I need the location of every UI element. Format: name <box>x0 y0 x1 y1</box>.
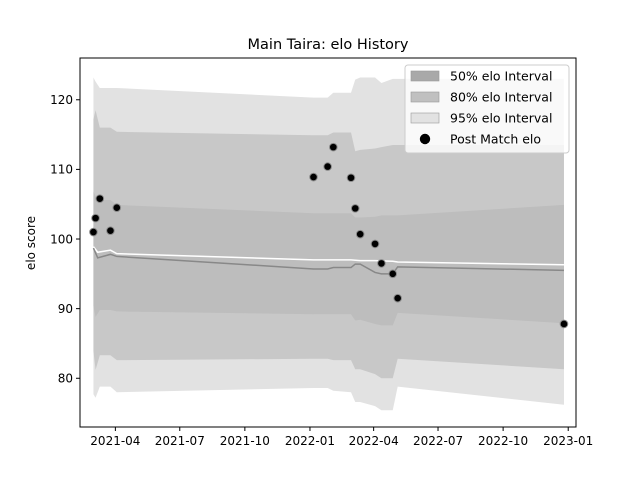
post-match-point <box>346 173 356 183</box>
x-tick-label: 2022-07 <box>413 434 463 448</box>
y-tick-label: 110 <box>50 163 73 177</box>
plot-frame <box>79 57 577 428</box>
y-tick-label: 100 <box>50 232 73 246</box>
post-match-point <box>112 203 122 212</box>
legend-swatch <box>410 70 440 82</box>
legend-marker <box>419 133 431 145</box>
legend-label: Post Match elo <box>450 132 541 147</box>
legend-swatch <box>410 112 440 124</box>
x-tick-label: 2023-01 <box>543 434 593 448</box>
y-tick-label: 90 <box>58 302 73 316</box>
legend-label: 80% elo Interval <box>450 90 552 105</box>
x-tick-label: 2022-10 <box>478 434 528 448</box>
legend-swatch <box>410 91 440 103</box>
post-match-point <box>329 142 338 152</box>
post-match-point <box>393 293 402 303</box>
post-match-point <box>370 239 380 249</box>
post-match-point <box>106 226 115 235</box>
y-axis-label: elo score <box>24 216 38 270</box>
legend-frame <box>404 64 570 154</box>
x-axis: 2021-04 2021-07 2021-10 2022-01 2022-04 2022-… <box>90 427 593 448</box>
x-tick-label: 2021-07 <box>155 434 205 448</box>
y-tick-label: 120 <box>50 93 73 107</box>
post-match-point <box>89 227 98 237</box>
post-match-point <box>377 259 386 268</box>
post-match-point <box>559 319 569 329</box>
post-match-point <box>91 213 100 223</box>
post-match-point <box>388 269 398 279</box>
legend-label: 95% elo Interval <box>450 111 552 126</box>
legend-label: 50% elo Interval <box>450 69 552 84</box>
x-tick-label: 2022-01 <box>285 434 335 448</box>
post-match-point <box>309 172 318 182</box>
post-match-point <box>355 229 365 239</box>
band-2 <box>93 191 564 326</box>
chart-title: Main Taira: elo History <box>248 37 409 53</box>
post-match-point <box>350 204 360 213</box>
x-tick-label: 2021-04 <box>90 434 140 448</box>
y-tick-label: 80 <box>58 372 73 386</box>
plot-area <box>89 77 569 411</box>
y-axis: 80 90 100 110 120 <box>50 93 80 386</box>
x-tick-label: 2022-04 <box>349 434 399 448</box>
legend: 50% elo Interval 80% elo Interval 95% elo … <box>404 64 570 154</box>
post-match-point <box>323 162 332 171</box>
x-tick-label: 2021-10 <box>220 434 270 448</box>
mean-line <box>92 246 564 266</box>
post-match-point <box>95 194 105 203</box>
